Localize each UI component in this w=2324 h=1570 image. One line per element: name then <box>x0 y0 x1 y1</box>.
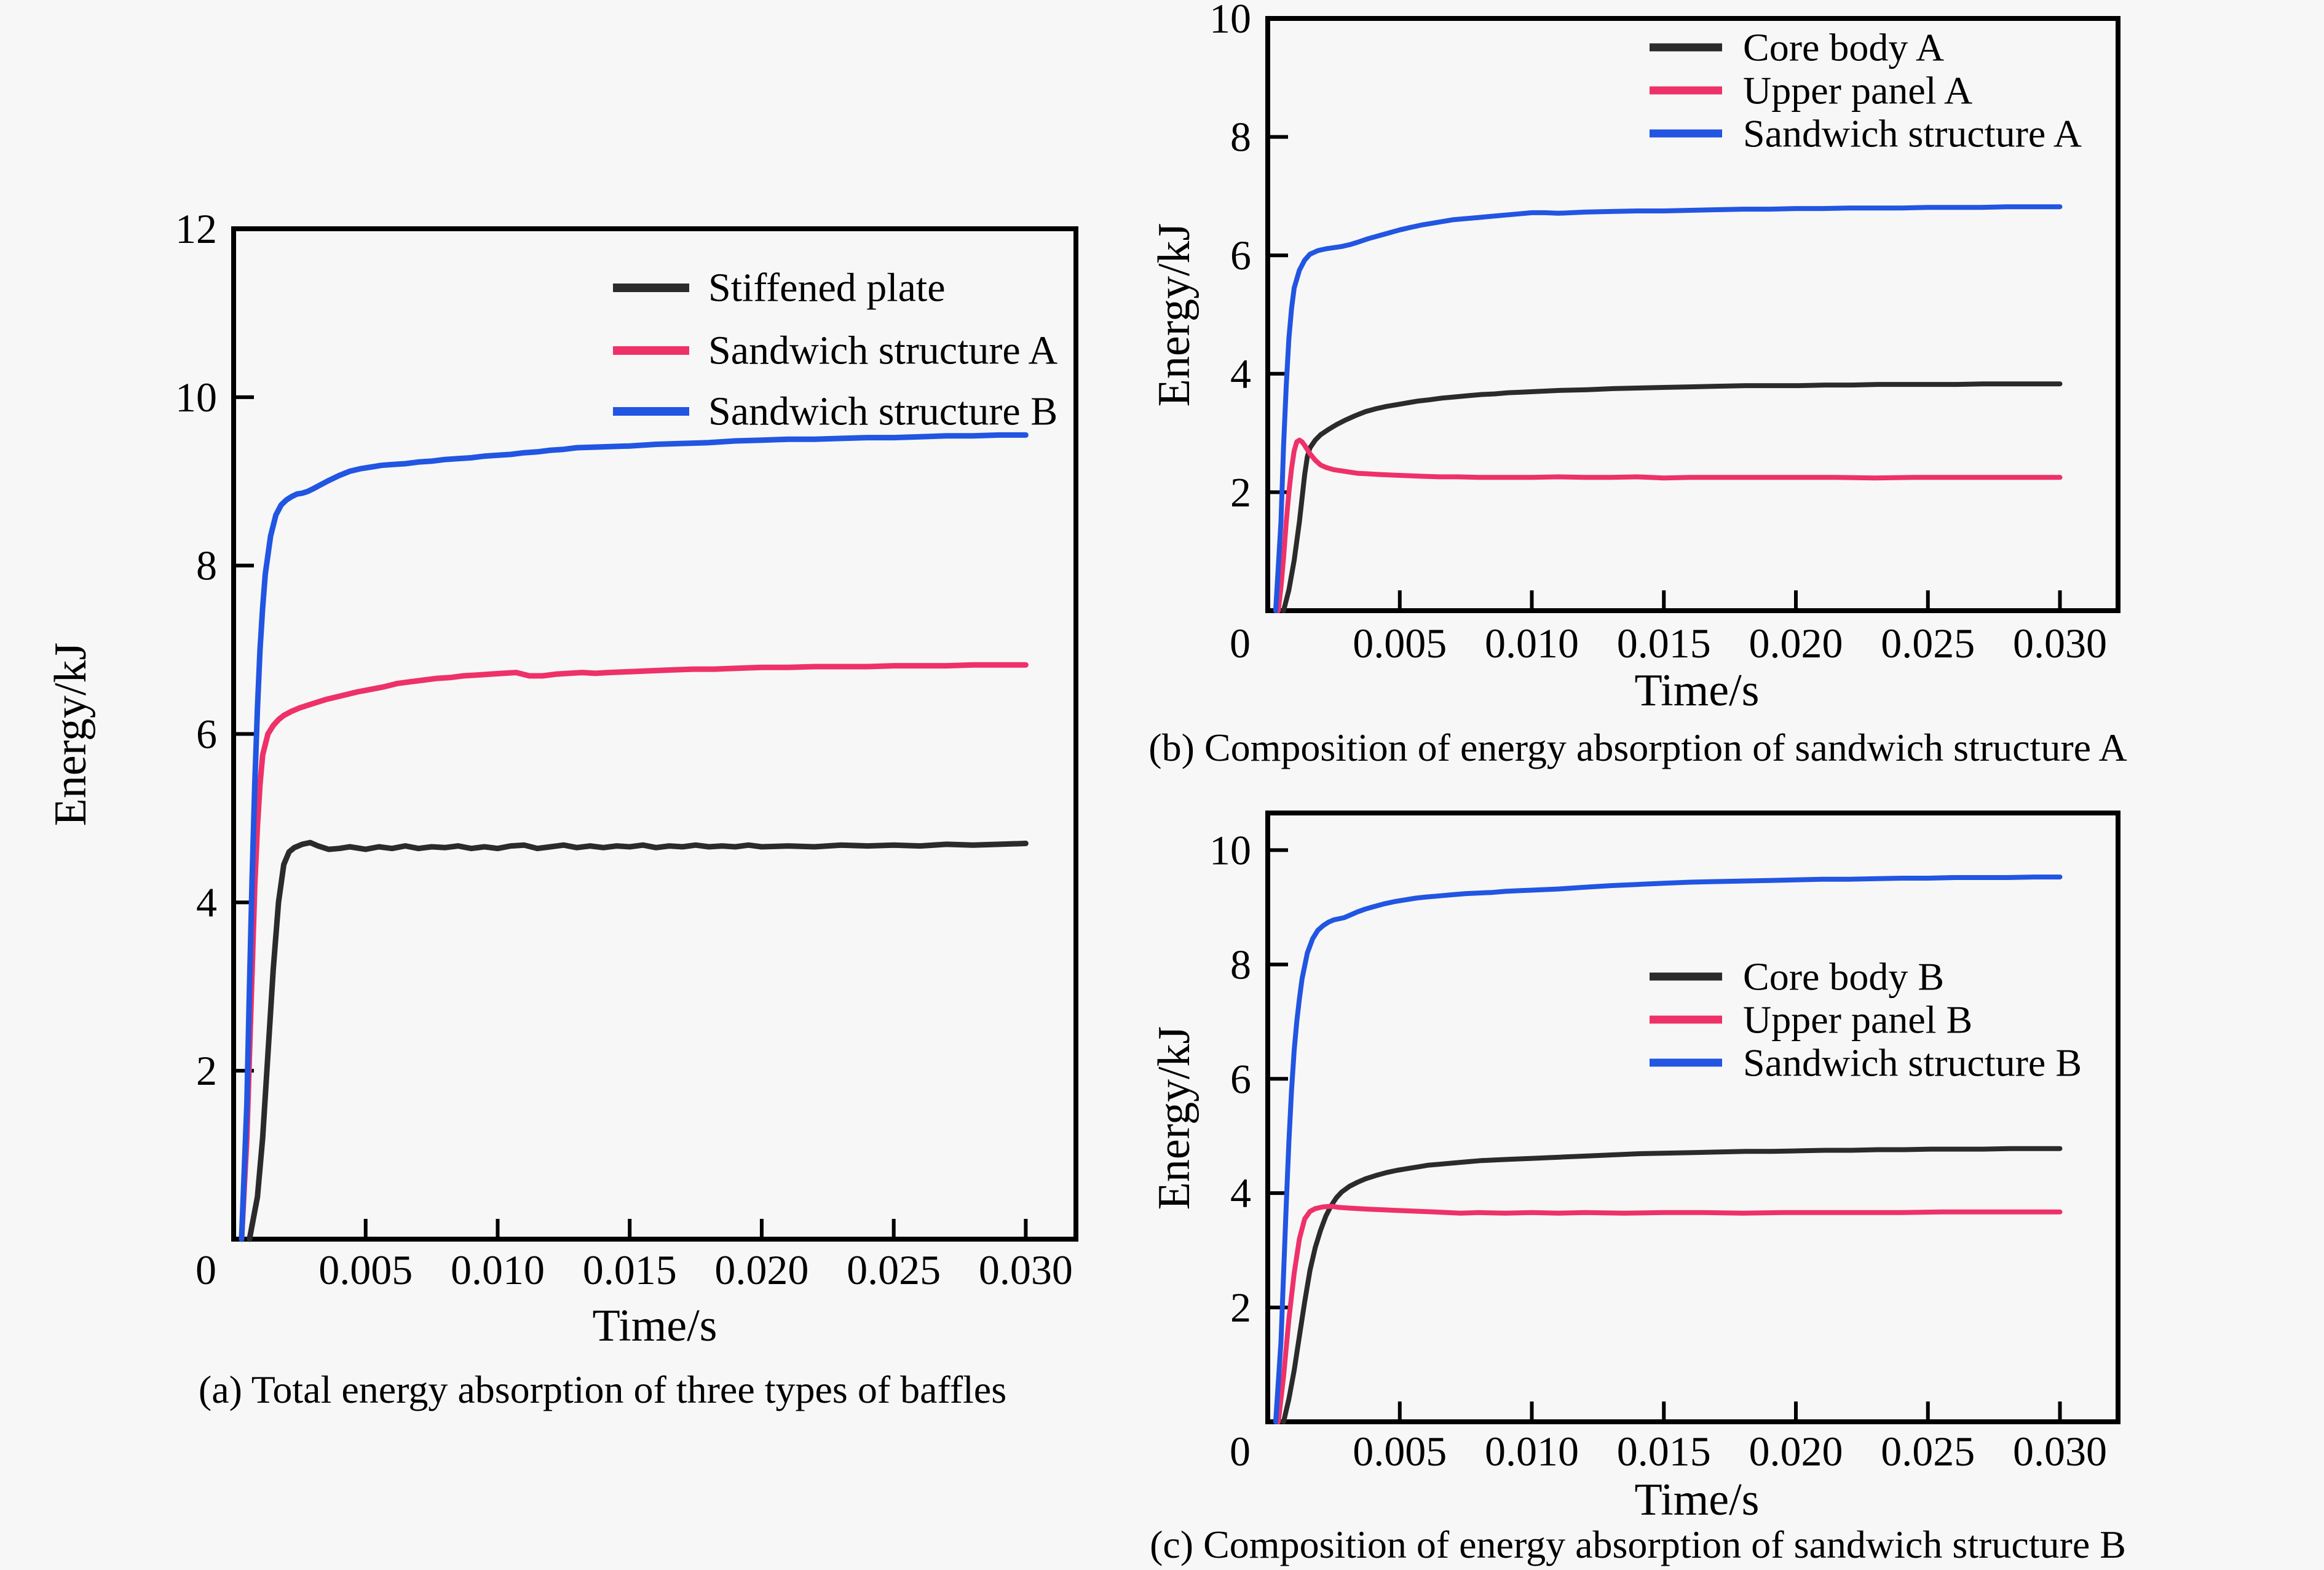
chart-b-x-tick-label: 0.010 <box>1485 620 1579 667</box>
chart-a-x-tick-label: 0 <box>196 1247 216 1293</box>
chart-a-x-tick-label: 0.020 <box>714 1247 808 1293</box>
chart-a-caption: (a) Total energy absorption of three typ… <box>198 1368 1007 1411</box>
chart-c-y-tick-label: 4 <box>1230 1170 1251 1216</box>
chart-b-x-tick-label: 0.030 <box>2013 620 2107 667</box>
chart-a-y-tick-label: 10 <box>175 374 217 421</box>
chart-c-caption: (c) Composition of energy absorption of … <box>1150 1523 2126 1566</box>
chart-a-x-tick-label: 0.030 <box>979 1247 1073 1293</box>
chart-a-canvas: 2 4 6 8 10 12 0 0.005 0.010 0.015 0.020 0.025 0.030 S… <box>175 205 1078 1293</box>
legend-entry-label: Sandwich structure A <box>1743 112 2082 156</box>
chart-c-x-tick-label: 0.025 <box>1881 1428 1975 1475</box>
legend-entry-label: Core body A <box>1743 26 1944 69</box>
chart-b-y-axis-title: Energy/kJ <box>1149 223 1200 407</box>
chart-a-y-axis-title: Energy/kJ <box>45 642 96 827</box>
chart-c-x-tick-label: 0.020 <box>1749 1428 1843 1475</box>
chart-a-x-tick-label: 0.005 <box>318 1247 413 1293</box>
chart-a-y-tick-label: 2 <box>196 1047 217 1094</box>
chart-a-series-line <box>239 662 1029 1242</box>
chart-c-y-tick-label: 6 <box>1230 1055 1251 1102</box>
chart-a-x-axis-title: Time/s <box>592 1301 717 1351</box>
chart-b-y-tick-label: 4 <box>1230 351 1251 397</box>
chart-c-y-tick-label: 8 <box>1230 941 1251 988</box>
chart-b-caption: (b) Composition of energy absorption of … <box>1148 726 2127 769</box>
chart-b-y-tick-label: 6 <box>1230 232 1251 279</box>
chart-c-x-tick-label: 0.010 <box>1485 1428 1579 1475</box>
chart-b-x-tick-label: 0.005 <box>1353 620 1447 667</box>
chart-c-x-tick-label: 0.030 <box>2013 1428 2107 1475</box>
chart-c-series-line <box>1281 1146 2063 1424</box>
chart-b-y-tick-label: 10 <box>1209 0 1251 42</box>
legend-entry-label: Upper panel A <box>1743 69 1972 113</box>
chart-c-x-tick-label: 0.015 <box>1617 1428 1711 1475</box>
chart-a-x-tick-label: 0.025 <box>847 1247 941 1293</box>
legend-entry-label: Stiffened plate <box>708 266 946 311</box>
chart-c-x-tick-label: 0 <box>1230 1428 1251 1475</box>
chart-b-x-tick-label: 0.020 <box>1749 620 1843 667</box>
legend-entry-label: Core body B <box>1743 955 1944 999</box>
chart-b-series-line <box>1281 381 2063 613</box>
chart-a-y-tick-label: 6 <box>196 711 217 758</box>
chart-c-canvas: 2 4 6 8 10 0 0.005 0.010 0.015 0.020 0.025 0.030 Cor… <box>1209 811 2120 1475</box>
chart-b-y-tick-label: 2 <box>1230 469 1251 515</box>
chart-c-x-axis-title: Time/s <box>1634 1475 1760 1525</box>
chart-b-x-axis-title: Time/s <box>1634 665 1760 716</box>
chart-b-x-tick-label: 0 <box>1230 620 1251 667</box>
chart-b-series-line <box>1273 204 2063 613</box>
chart-c-series-line <box>1276 1203 2063 1424</box>
chart-c-y-tick-label: 10 <box>1209 827 1251 873</box>
chart-a-series-line <box>239 432 1029 1242</box>
chart-a-y-tick-label: 8 <box>196 542 217 589</box>
chart-c-y-tick-label: 2 <box>1230 1284 1251 1331</box>
legend-entry-label: Sandwich structure B <box>1743 1041 2082 1085</box>
chart-b-x-tick-label: 0.025 <box>1881 620 1975 667</box>
chart-a-series-line <box>247 839 1029 1242</box>
chart-b-x-tick-label: 0.015 <box>1617 620 1711 667</box>
chart-c-series-line <box>1273 874 2063 1424</box>
chart-a-x-tick-label: 0.015 <box>583 1247 677 1293</box>
chart-b-canvas: 2 4 6 8 10 0 0.005 0.010 0.015 0.020 0.025 0.030 Cor… <box>1209 0 2120 667</box>
chart-c-y-axis-title: Energy/kJ <box>1149 1026 1200 1210</box>
legend-entry-label: Sandwich structure B <box>708 389 1057 434</box>
chart-a-y-tick-label: 4 <box>196 879 217 926</box>
chart-b-y-tick-label: 8 <box>1230 114 1251 161</box>
chart-b-series-line <box>1276 437 2063 613</box>
chart-a-y-tick-label: 12 <box>175 205 217 252</box>
chart-a-x-tick-label: 0.010 <box>451 1247 545 1293</box>
chart-c-x-tick-label: 0.005 <box>1353 1428 1447 1475</box>
legend-entry-label: Sandwich structure A <box>708 328 1058 373</box>
legend-entry-label: Upper panel B <box>1743 998 1972 1042</box>
